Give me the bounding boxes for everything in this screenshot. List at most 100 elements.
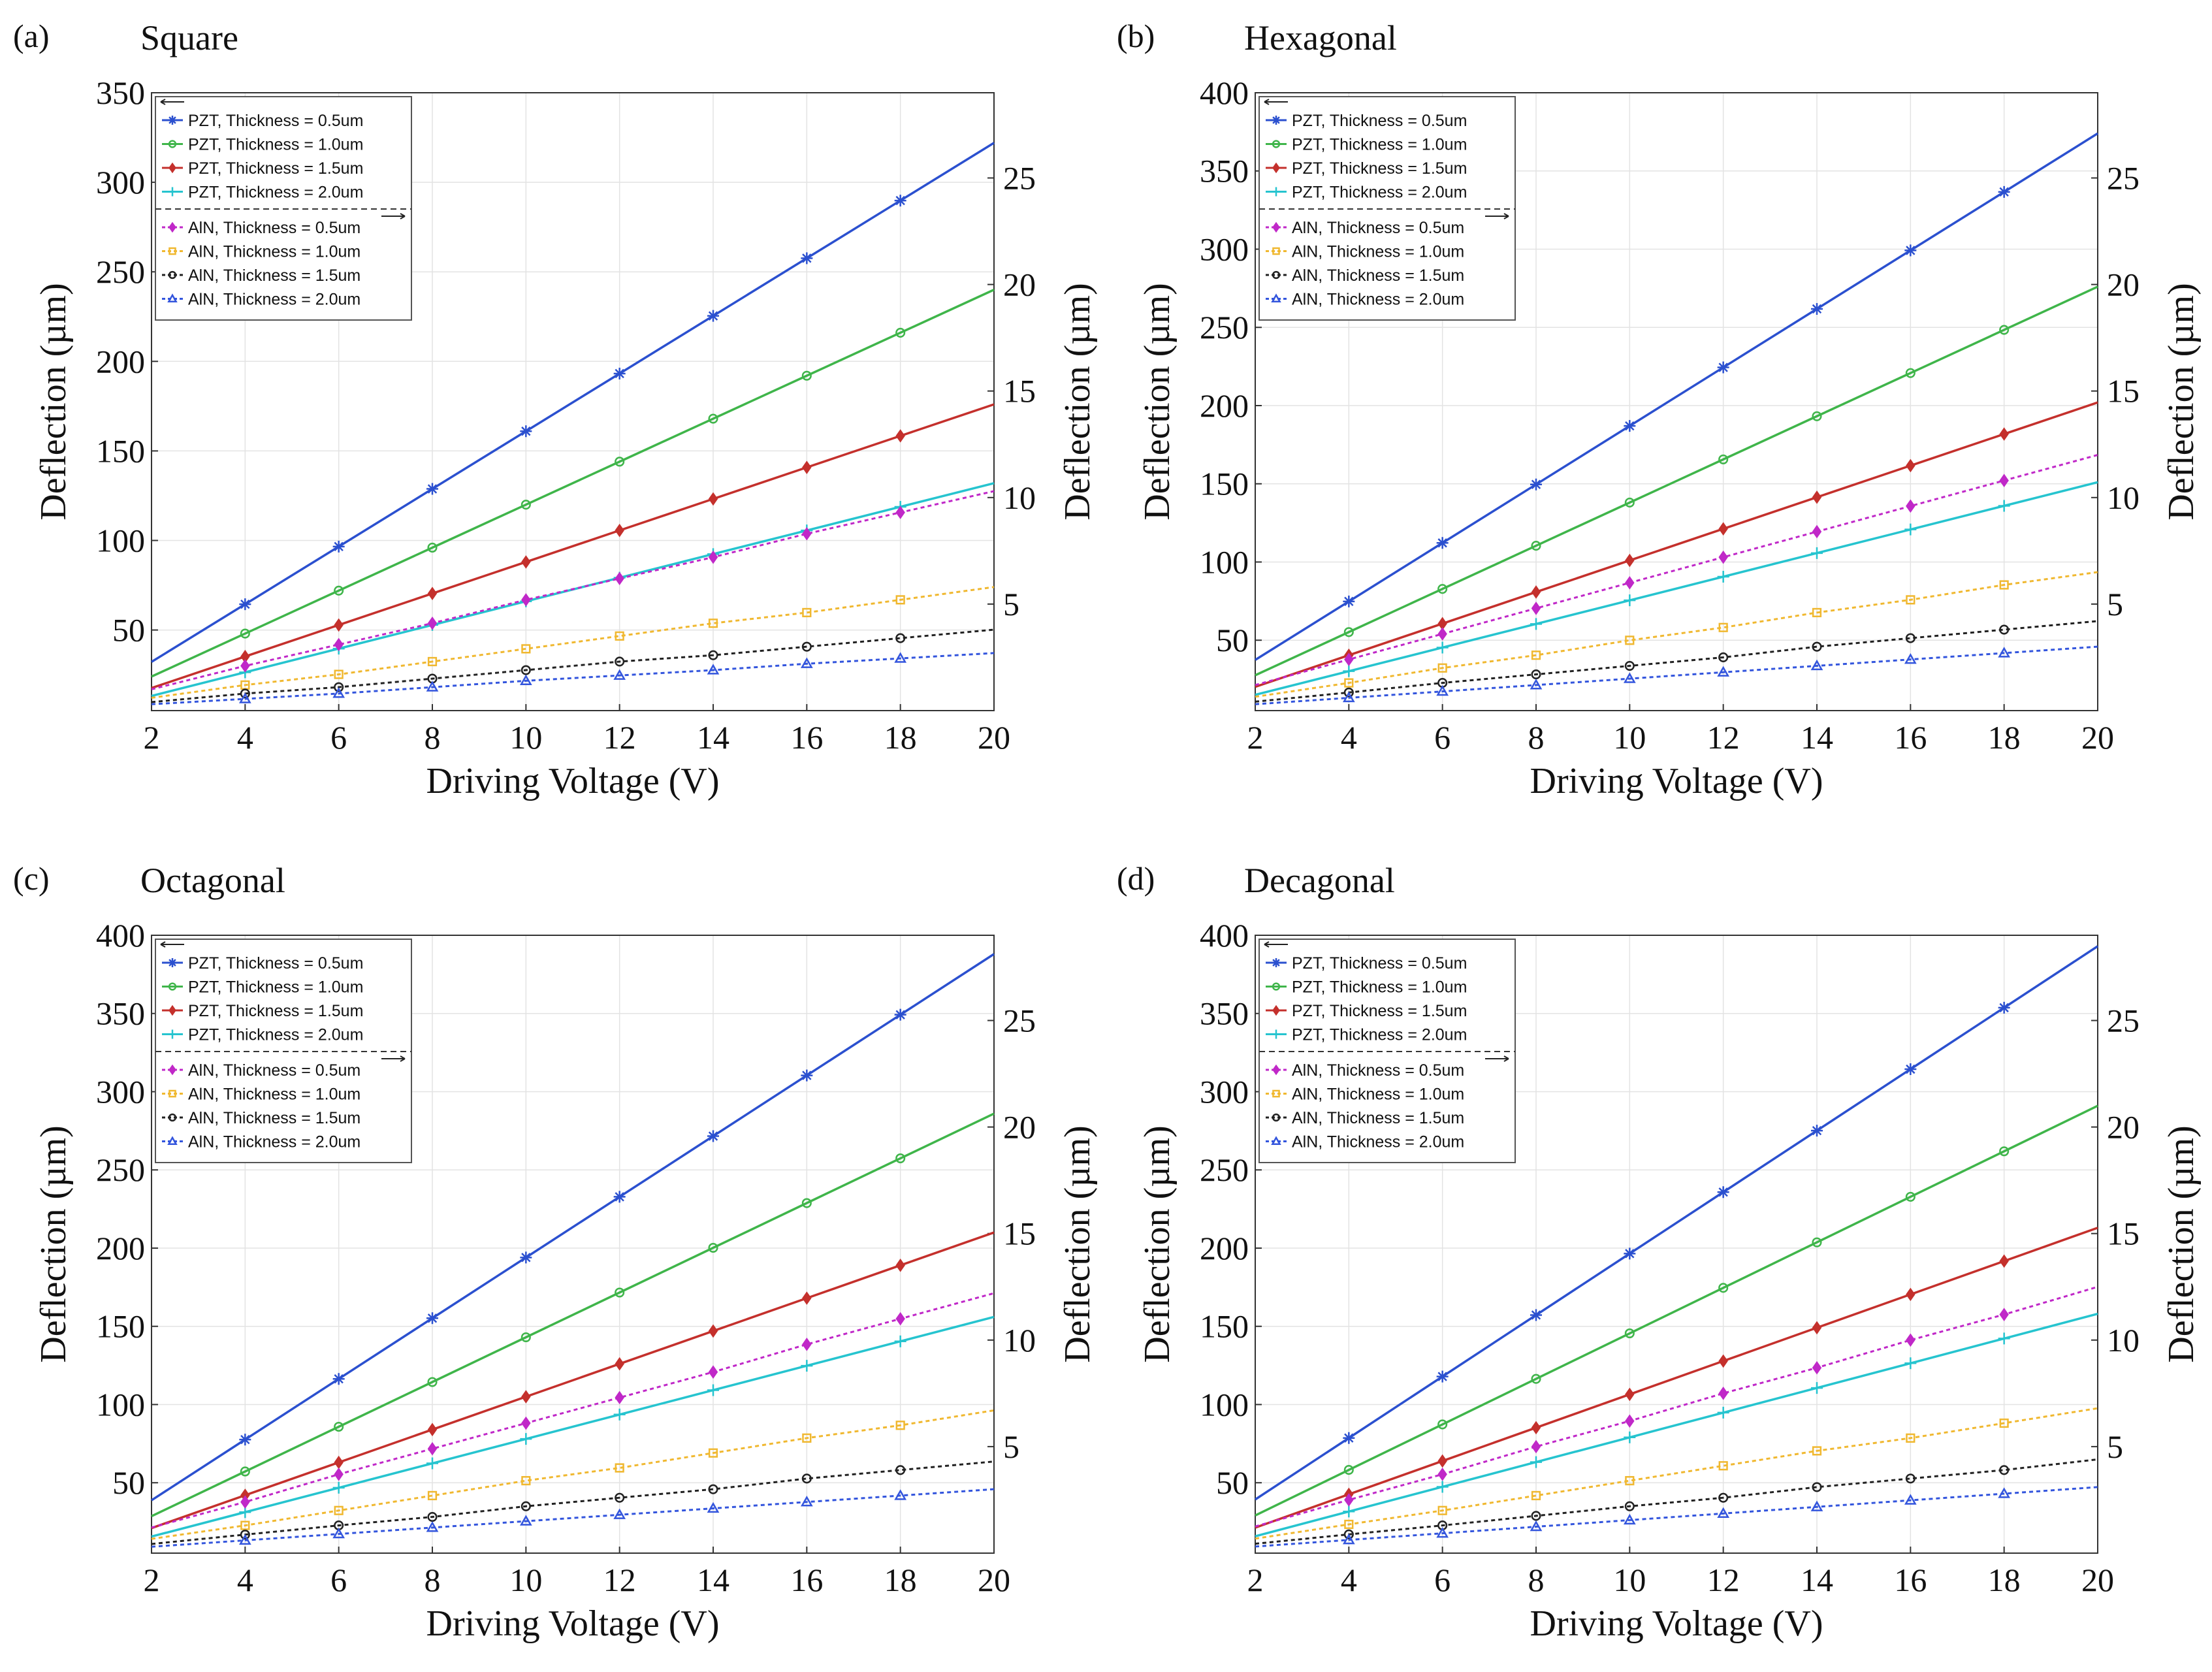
data-point	[613, 1508, 626, 1519]
x-tick-label: 12	[1707, 1562, 1740, 1598]
data-point	[708, 1242, 718, 1253]
data-point	[1625, 553, 1635, 568]
legend-marker	[1272, 1029, 1281, 1039]
data-point	[1905, 1191, 1915, 1202]
data-point	[708, 619, 718, 628]
series-line	[1255, 1407, 2098, 1540]
data-point	[240, 1495, 250, 1509]
data-point	[895, 595, 905, 605]
plot-frame	[1255, 935, 2098, 1554]
y-right-tick-label: 15	[2107, 373, 2140, 410]
data-point	[802, 1291, 812, 1305]
data-point	[1624, 1247, 1636, 1260]
legend-entry: AlN, Thickness = 1.5um	[188, 266, 361, 285]
data-point	[1437, 1419, 1448, 1430]
data-point	[1530, 1520, 1543, 1532]
series-line	[151, 1409, 995, 1540]
data-point	[801, 370, 812, 381]
y-left-tick-label: 250	[1200, 309, 1249, 346]
data-point	[1436, 1481, 1449, 1493]
legend-marker	[1272, 140, 1281, 148]
right-axis-arrow-icon	[381, 1055, 406, 1062]
data-point	[615, 1287, 625, 1298]
x-tick-label: 18	[884, 719, 917, 756]
legend-marker	[1271, 1136, 1281, 1145]
data-point	[1342, 691, 1355, 703]
data-point	[707, 1384, 719, 1396]
legend-marker	[168, 958, 177, 967]
data-point	[521, 555, 531, 569]
y-left-tick-label: 200	[1200, 1230, 1249, 1266]
legend-marker	[168, 1029, 177, 1039]
x-axis-title: Driving Voltage (V)	[426, 761, 720, 801]
series-aln-0	[1255, 1285, 2098, 1528]
y-right-tick-label: 15	[2107, 1215, 2140, 1252]
y-left-tick-label: 100	[96, 1386, 145, 1423]
panel-square: (a) Square 2 4 6 8 10 12 14 16 18 20 50 100 150 200 250 3…	[0, 0, 1104, 829]
data-point	[1998, 1001, 2010, 1014]
x-tick-label: 2	[144, 1562, 160, 1598]
data-point	[1437, 1505, 1447, 1515]
panel-label: (b)	[1117, 18, 1155, 54]
series-aln-0	[151, 490, 995, 690]
data-point	[802, 607, 812, 618]
legend: PZT, Thickness = 0.5um PZT, Thickness = 1…	[155, 96, 412, 321]
data-point	[1437, 627, 1447, 641]
chart-octagonal: (c) Octagonal 2 4 6 8 10 12 14 16 18 20 50 100 150 200 2…	[13, 860, 1098, 1644]
data-point	[1624, 420, 1636, 432]
y-right-tick-label: 20	[2107, 1109, 2140, 1146]
plot-frame	[151, 92, 995, 711]
data-point	[1437, 584, 1448, 594]
data-point	[521, 500, 531, 510]
legend-entry: PZT, Thickness = 0.5um	[188, 112, 363, 130]
data-point	[1812, 490, 1822, 504]
legend-marker	[1272, 270, 1281, 280]
legend-marker	[1272, 1005, 1280, 1016]
legend-entry: AlN, Thickness = 0.5um	[1292, 1061, 1464, 1080]
legend-marker	[1272, 116, 1281, 125]
data-point	[427, 1511, 438, 1522]
data-point	[426, 1457, 438, 1470]
data-point	[615, 1391, 624, 1405]
series-pzt-1	[1255, 285, 2098, 677]
data-point	[334, 585, 344, 596]
series-line	[1255, 1486, 2098, 1548]
data-point	[801, 1473, 812, 1484]
data-point	[1718, 622, 1728, 632]
series-aln-3	[1255, 645, 2098, 705]
legend-marker	[168, 1089, 176, 1098]
data-point	[1812, 1237, 1822, 1247]
data-point	[332, 687, 345, 698]
data-point	[520, 1251, 532, 1264]
data-point	[1906, 595, 1915, 605]
x-tick-label: 18	[1988, 1562, 2021, 1598]
legend-marker	[168, 270, 177, 280]
data-point	[1904, 523, 1917, 536]
data-point	[1999, 580, 2009, 590]
y-right-axis-title: Deflection (µm)	[1057, 1125, 1098, 1362]
data-point	[334, 1505, 344, 1515]
y-left-tick-label: 300	[96, 164, 145, 201]
y-right-axis-title: Deflection (µm)	[2161, 283, 2202, 520]
y-left-tick-label: 50	[112, 1464, 145, 1501]
data-point	[708, 550, 718, 564]
data-point	[427, 616, 438, 630]
series-pzt-2	[1255, 401, 2098, 688]
panel-hexagonal: (b) Hexagonal 2 4 6 8 10 12 14 16 18 20 50 100 150 200 2…	[1104, 0, 2207, 829]
x-tick-label: 12	[1707, 719, 1740, 756]
y-right-tick-label: 10	[2107, 479, 2140, 516]
legend-entry: PZT, Thickness = 1.0um	[188, 978, 363, 997]
data-point	[1342, 1534, 1355, 1545]
data-point	[613, 367, 626, 379]
y-right-tick-label: 10	[2107, 1322, 2140, 1358]
legend-entry: AlN, Thickness = 2.0um	[1292, 1133, 1464, 1151]
data-point	[1999, 474, 2009, 488]
data-point	[1343, 1465, 1354, 1475]
panel-decagonal: (d) Decagonal 2 4 6 8 10 12 14 16 18 20 50 100 150 200 2…	[1104, 843, 2207, 1672]
data-point	[708, 413, 718, 424]
data-point	[615, 1463, 624, 1473]
data-point	[1999, 427, 2009, 441]
data-point	[895, 1153, 906, 1164]
data-point	[895, 429, 905, 443]
data-point	[1718, 454, 1729, 464]
